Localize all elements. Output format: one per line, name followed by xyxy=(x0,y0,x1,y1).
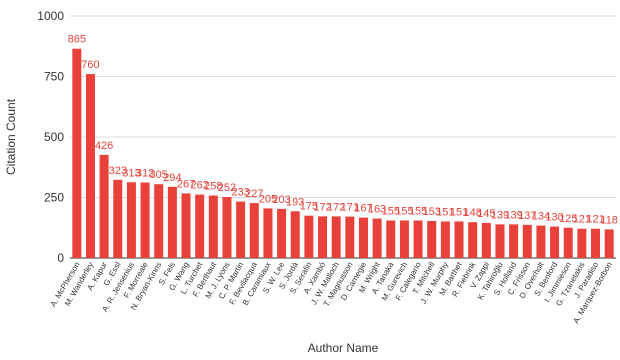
value-label: 134 xyxy=(532,211,550,223)
bar xyxy=(468,222,478,258)
bar xyxy=(604,229,614,258)
bar xyxy=(522,224,532,258)
y-tick-label: 750 xyxy=(44,70,64,84)
bar xyxy=(249,203,259,258)
value-label: 205 xyxy=(259,193,277,205)
bar xyxy=(99,154,109,258)
value-label: 163 xyxy=(368,204,386,216)
bar xyxy=(427,220,437,258)
bar xyxy=(126,182,136,258)
bar xyxy=(591,228,601,258)
value-label: 167 xyxy=(354,203,372,215)
bar xyxy=(167,186,177,258)
y-axis-title: Citation Count xyxy=(4,98,18,175)
y-tick-label: 0 xyxy=(57,251,64,265)
bar xyxy=(481,222,491,258)
bar xyxy=(222,197,232,258)
value-label: 175 xyxy=(300,201,318,213)
bar xyxy=(263,208,273,258)
value-label: 148 xyxy=(463,207,481,219)
value-label: 258 xyxy=(204,181,222,193)
bar xyxy=(277,208,287,258)
value-label: 171 xyxy=(341,202,359,214)
bar xyxy=(550,226,560,258)
value-label: 267 xyxy=(177,178,195,190)
value-label: 203 xyxy=(272,194,290,206)
y-tick-label: 500 xyxy=(44,130,64,144)
value-label: 139 xyxy=(504,209,522,221)
value-label: 760 xyxy=(81,59,99,71)
value-label: 121 xyxy=(573,214,591,226)
value-label: 227 xyxy=(245,188,263,200)
bar xyxy=(413,220,423,258)
bar xyxy=(318,216,328,258)
value-label: 139 xyxy=(491,209,509,221)
bar xyxy=(304,215,314,258)
value-label: 193 xyxy=(286,196,304,208)
x-axis-title: Author Name xyxy=(308,341,379,355)
value-label: 233 xyxy=(231,187,249,199)
value-label: 155 xyxy=(409,205,427,217)
bar xyxy=(563,227,573,258)
value-label: 294 xyxy=(163,172,181,184)
value-label: 312 xyxy=(136,167,154,179)
value-label: 125 xyxy=(559,213,577,225)
value-label: 130 xyxy=(545,212,563,224)
value-label: 155 xyxy=(395,205,413,217)
value-label: 305 xyxy=(150,169,168,181)
value-label: 137 xyxy=(518,210,536,222)
y-tick-label: 1000 xyxy=(37,9,64,23)
bar xyxy=(181,193,191,258)
value-label: 865 xyxy=(68,34,86,46)
bar xyxy=(140,182,150,258)
bar xyxy=(195,194,205,258)
bar xyxy=(372,218,382,258)
bar xyxy=(208,195,218,258)
bar xyxy=(358,217,368,258)
bar xyxy=(440,221,450,258)
value-label: 323 xyxy=(109,165,127,177)
bar xyxy=(113,179,123,258)
value-label: 313 xyxy=(122,167,140,179)
y-tick-label: 250 xyxy=(44,191,64,205)
bar xyxy=(536,225,546,258)
bar xyxy=(454,221,464,258)
bar xyxy=(386,220,396,258)
value-label: 172 xyxy=(313,201,331,213)
value-label: 252 xyxy=(218,182,236,194)
bar xyxy=(72,48,82,258)
value-label: 426 xyxy=(95,140,113,152)
bar xyxy=(290,211,300,258)
value-label: 151 xyxy=(450,206,468,218)
value-label: 153 xyxy=(423,206,441,218)
value-label: 145 xyxy=(477,208,495,220)
value-label: 155 xyxy=(382,205,400,217)
value-label: 262 xyxy=(190,180,208,192)
bar xyxy=(399,220,409,258)
value-label: 118 xyxy=(600,214,618,226)
bar xyxy=(509,224,519,258)
bar xyxy=(85,74,95,258)
bar xyxy=(345,216,355,258)
value-label: 121 xyxy=(586,214,604,226)
bar xyxy=(331,216,341,258)
value-label: 172 xyxy=(327,201,345,213)
bar xyxy=(236,201,246,258)
bar xyxy=(577,228,587,258)
value-label: 151 xyxy=(436,206,454,218)
bar xyxy=(495,224,505,258)
bar xyxy=(154,184,164,258)
